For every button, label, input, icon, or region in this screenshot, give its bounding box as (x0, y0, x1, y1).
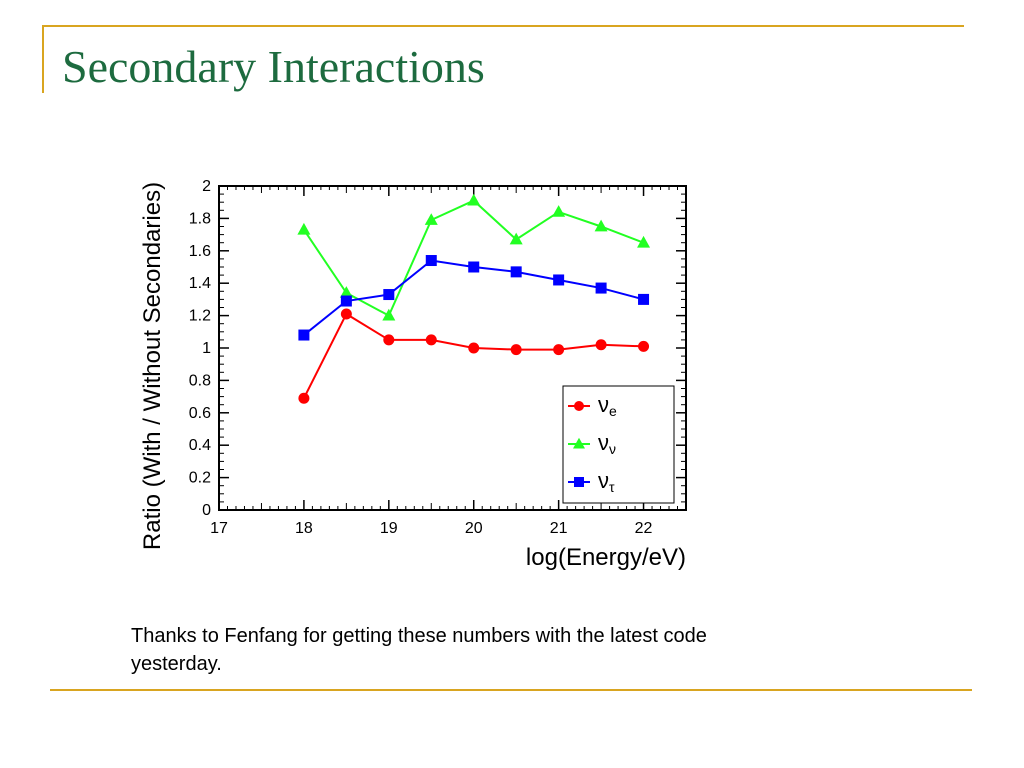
top-rule (42, 25, 964, 27)
data-point (425, 334, 437, 346)
y-tick-label: 0.8 (189, 372, 211, 389)
data-point (339, 286, 353, 298)
data-point (297, 222, 311, 235)
slide-title: Secondary Interactions (62, 41, 485, 92)
data-point (340, 308, 352, 320)
data-point (638, 340, 650, 352)
legend-label: νν (598, 430, 616, 457)
y-tick-label: 0.6 (189, 405, 211, 422)
y-tick-label: 1 (202, 340, 211, 357)
x-tick-label: 20 (465, 520, 483, 537)
y-tick-label: 1.8 (189, 210, 211, 227)
legend: νe νν ντ (562, 385, 675, 504)
data-point (383, 289, 395, 301)
y-tick-label: 1.6 (189, 243, 211, 260)
y-tick-label: 0.2 (189, 470, 211, 487)
data-point (553, 274, 565, 286)
data-point (552, 205, 566, 217)
data-point (638, 293, 650, 305)
data-point (383, 334, 395, 346)
data-point (510, 344, 522, 356)
data-point (468, 342, 480, 354)
bottom-rule (50, 689, 972, 691)
data-point (382, 308, 396, 321)
series-2 (297, 193, 651, 321)
x-tick-label: 22 (635, 520, 653, 537)
data-point (595, 282, 607, 294)
series-1 (298, 308, 650, 404)
x-tick-label: 17 (210, 520, 228, 537)
data-point (553, 344, 565, 356)
series-3 (298, 255, 650, 341)
legend-marker (574, 477, 584, 487)
legend-marker (574, 401, 584, 411)
legend-label: ντ (598, 468, 615, 495)
data-point (510, 266, 522, 278)
left-rule (42, 25, 44, 93)
y-tick-label: 1.4 (189, 275, 211, 292)
series-line (303, 199, 644, 317)
y-tick-label: 0 (202, 502, 211, 519)
data-point (595, 339, 607, 351)
x-tick-label: 19 (380, 520, 398, 537)
data-point (298, 329, 310, 341)
data-point (594, 219, 608, 232)
data-point (340, 295, 352, 307)
x-tick-label: 21 (550, 520, 568, 537)
x-tick-label: 18 (295, 520, 313, 537)
y-tick-label: 2 (202, 178, 211, 195)
slide-caption: Thanks to Fenfang for getting these numb… (131, 625, 707, 675)
data-point (424, 213, 438, 225)
data-point (298, 392, 310, 404)
y-tick-label: 0.4 (189, 437, 211, 454)
data-point (468, 261, 480, 273)
legend-marker (573, 437, 585, 449)
data-point (637, 235, 651, 248)
legend-label: νe (598, 392, 617, 419)
data-point (509, 232, 523, 245)
y-tick-label: 1.2 (189, 308, 211, 325)
data-point (425, 255, 437, 267)
data-point (467, 193, 481, 206)
y-axis-label: Ratio (With / Without Secondaries) (139, 182, 166, 550)
x-axis-label: log(Energy/eV) (526, 544, 686, 571)
